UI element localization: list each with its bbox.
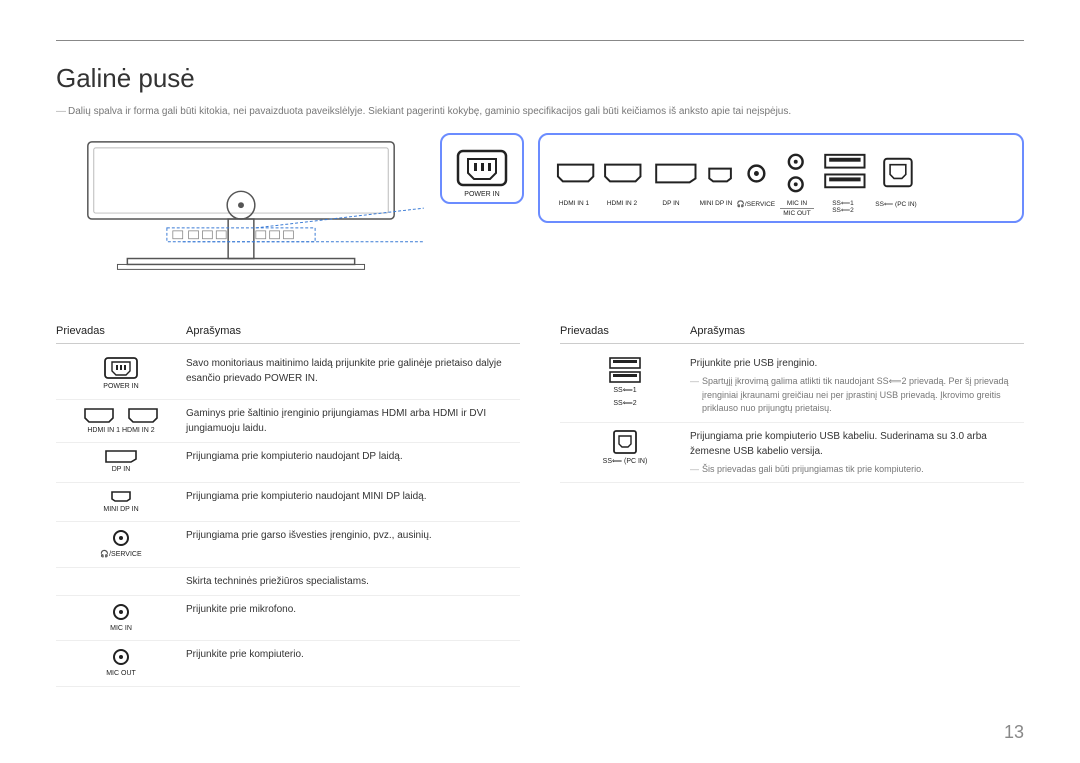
lbl-hdmi1: HDMI IN 1 xyxy=(550,200,598,217)
zoom-ports: HDMI IN 1 HDMI IN 2 DP IN MINI DP IN 🎧/S… xyxy=(538,133,1024,223)
row-label: SS⟸1 xyxy=(613,386,636,397)
lbl-hdmi2: HDMI IN 2 xyxy=(598,200,646,217)
power-port-icon xyxy=(452,145,512,191)
lbl-dp: DP IN xyxy=(646,200,696,217)
th-port: Prievadas xyxy=(56,325,186,337)
lbl-mdp: MINI DP IN xyxy=(696,200,736,217)
monitor-svg xyxy=(57,134,425,302)
table-row: POWER IN Savo monitoriaus maitinimo laid… xyxy=(56,350,520,400)
row-desc: Skirta techninės priežiūros specialistam… xyxy=(186,574,520,589)
row-desc: Prijungiama prie garso išvesties įrengin… xyxy=(186,528,520,561)
row-desc: Prijungiama prie kompiuterio naudojant D… xyxy=(186,449,520,476)
table-row: HDMI IN 1 HDMI IN 2 Gaminys prie šaltini… xyxy=(56,400,520,444)
row-label: SS⟸2 xyxy=(613,399,636,410)
row-label: SS⟸ (PC IN) xyxy=(603,457,648,468)
ports-svg xyxy=(550,145,1012,200)
table-row: MINI DP IN Prijungiama prie kompiuterio … xyxy=(56,483,520,523)
table-row: MIC OUT Prijunkite prie kompiuterio. xyxy=(56,641,520,687)
jack-icon xyxy=(111,602,131,622)
dp-icon xyxy=(103,449,139,463)
monitor-diagram xyxy=(56,133,426,303)
lbl-micin: MIC IN xyxy=(776,200,818,207)
table-row: SS⟸1 SS⟸2 Prijunkite prie USB įrenginio.… xyxy=(560,350,1024,423)
row-desc: Savo monitoriaus maitinimo laidą prijunk… xyxy=(186,356,520,393)
top-rule xyxy=(56,40,1024,41)
row-subnote: Spartųjį įkrovimą galima atlikti tik nau… xyxy=(690,375,1024,416)
hdmi-icon xyxy=(81,406,161,424)
row-subnote: Šis prievadas gali būti prijungiamas tik… xyxy=(690,463,1024,477)
table-row: SS⟸ (PC IN) Prijungiama prie kompiuterio… xyxy=(560,423,1024,484)
row-label: MIC IN xyxy=(110,624,132,635)
power-icon xyxy=(103,356,139,380)
row-desc: Prijungiama prie kompiuterio naudojant M… xyxy=(186,489,520,516)
right-table: Prievadas Aprašymas SS⟸1 SS⟸2 Prijunkite… xyxy=(560,325,1024,687)
page-number: 13 xyxy=(1004,722,1024,743)
row-desc: Prijunkite prie USB įrenginio. xyxy=(690,356,1024,371)
th-desc: Aprašymas xyxy=(690,325,1024,337)
table-row: 🎧/SERVICE Prijungiama prie garso išvesti… xyxy=(56,522,520,568)
lbl-usb1: SS⟸1 xyxy=(818,200,868,207)
row-desc: Prijunkite prie mikrofono. xyxy=(186,602,520,635)
row-label: POWER IN xyxy=(103,382,138,393)
minidp-icon xyxy=(109,489,133,503)
th-desc: Aprašymas xyxy=(186,325,520,337)
top-note: Dalių spalva ir forma gali būti kitokia,… xyxy=(56,104,1024,119)
power-label: POWER IN xyxy=(464,191,499,198)
row-label: MIC OUT xyxy=(106,669,136,680)
table-row: MIC IN Prijunkite prie mikrofono. xyxy=(56,596,520,642)
lbl-pcin: SS⟸ (PC IN) xyxy=(868,200,924,217)
zoom-power: POWER IN xyxy=(440,133,524,204)
table-row: DP IN Prijungiama prie kompiuterio naudo… xyxy=(56,443,520,483)
port-tables: Prievadas Aprašymas POWER IN Savo monito… xyxy=(56,325,1024,687)
jack-icon xyxy=(111,528,131,548)
lbl-micout: MIC OUT xyxy=(776,210,818,217)
row-label: HDMI IN 1 HDMI IN 2 xyxy=(87,426,154,437)
usb-a-icon xyxy=(607,356,643,384)
lbl-svc: 🎧/SERVICE xyxy=(736,200,776,217)
left-table: Prievadas Aprašymas POWER IN Savo monito… xyxy=(56,325,520,687)
table-row: Skirta techninės priežiūros specialistam… xyxy=(56,568,520,596)
row-desc: Prijungiama prie kompiuterio USB kabeliu… xyxy=(690,429,1024,459)
row-label: DP IN xyxy=(112,465,131,476)
jack-icon xyxy=(111,647,131,667)
row-desc: Gaminys prie šaltinio įrenginio prijungi… xyxy=(186,406,520,437)
row-desc: Prijunkite prie kompiuterio. xyxy=(186,647,520,680)
usb-b-icon xyxy=(612,429,638,455)
diagram-row: POWER IN xyxy=(56,133,1024,303)
page-title: Galinė pusė xyxy=(56,63,1024,94)
row-label: 🎧/SERVICE xyxy=(100,550,141,561)
th-port: Prievadas xyxy=(560,325,690,337)
row-label: MINI DP IN xyxy=(103,505,138,516)
lbl-usb2: SS⟸2 xyxy=(818,207,868,214)
